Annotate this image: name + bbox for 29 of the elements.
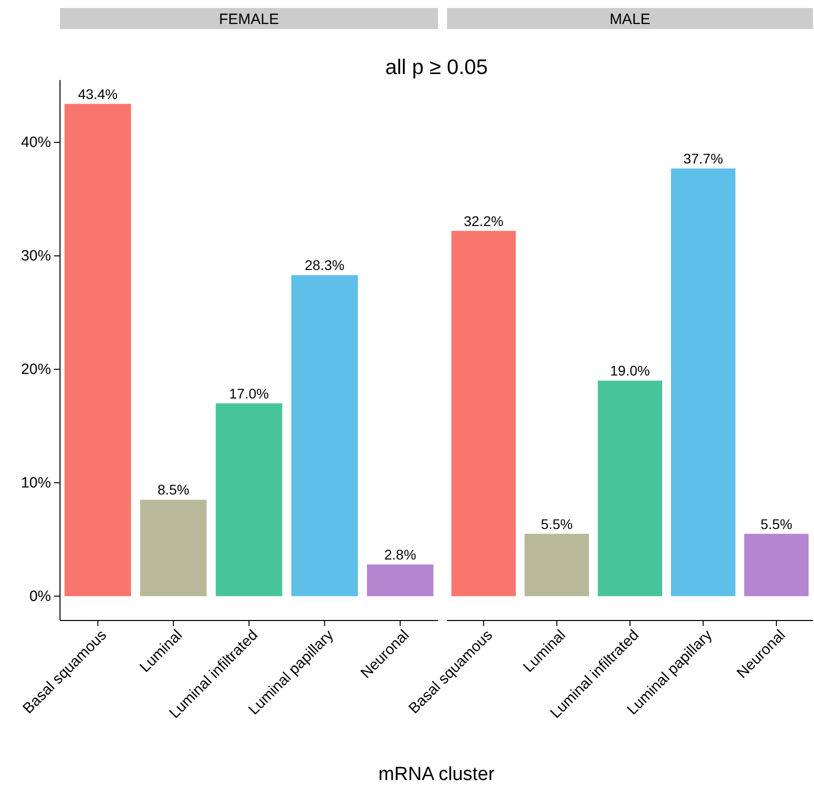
y-tick-label: 10%: [20, 474, 51, 492]
x-axis-title: mRNA cluster: [378, 764, 496, 785]
data-label: 28.3%: [304, 257, 344, 274]
y-tick-label: 40%: [20, 134, 51, 152]
y-tick-label: 30%: [20, 248, 51, 265]
bar: [216, 403, 282, 596]
data-label: 43.4%: [78, 86, 118, 102]
data-label: 19.0%: [610, 362, 650, 379]
bar: [140, 500, 207, 596]
bar: [291, 275, 358, 596]
bar: [524, 534, 590, 596]
data-label: 32.2%: [464, 212, 504, 229]
bar: [744, 534, 809, 596]
chart-title: MALE: [610, 11, 650, 28]
data-label: 5.5%: [540, 516, 573, 532]
data-label: 5.5%: [760, 516, 792, 532]
bar: [670, 168, 736, 596]
data-label: 17.0%: [229, 385, 269, 402]
bar: [598, 380, 662, 596]
data-label: 2.8%: [384, 546, 416, 562]
chart-subtitle: all p ≥ 0.05: [385, 56, 488, 79]
data-label: 8.5%: [157, 482, 190, 498]
bar: [64, 104, 132, 596]
y-tick-label: 0%: [29, 588, 51, 605]
data-label: 37.7%: [683, 150, 724, 166]
chart-title: FEMALE: [218, 11, 280, 28]
bar: [366, 564, 434, 596]
bar: [451, 230, 516, 596]
y-tick-label: 20%: [20, 361, 51, 378]
